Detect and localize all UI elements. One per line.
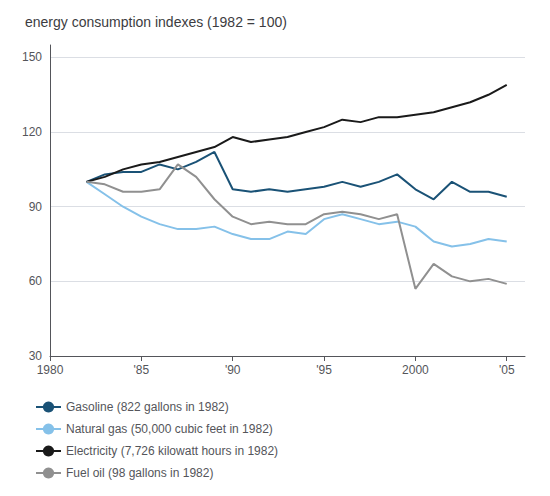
svg-text:90: 90 (29, 200, 43, 214)
svg-text:Electricity (7,726 kilowatt ho: Electricity (7,726 kilowatt hours in 198… (66, 444, 278, 458)
svg-text:'85: '85 (134, 363, 150, 377)
svg-text:Natural gas (50,000 cubic feet: Natural gas (50,000 cubic feet in 1982) (66, 422, 273, 436)
svg-text:Fuel oil (98 gallons in 1982): Fuel oil (98 gallons in 1982) (66, 466, 213, 480)
svg-text:'95: '95 (316, 363, 332, 377)
svg-text:150: 150 (22, 50, 42, 64)
svg-text:energy consumption indexes (19: energy consumption indexes (1982 = 100) (25, 14, 287, 30)
svg-text:60: 60 (29, 274, 43, 288)
svg-text:'90: '90 (225, 363, 241, 377)
svg-text:120: 120 (22, 125, 42, 139)
svg-text:1980: 1980 (37, 363, 64, 377)
svg-text:2000: 2000 (402, 363, 429, 377)
svg-text:'05: '05 (499, 363, 515, 377)
svg-text:30: 30 (29, 349, 43, 363)
svg-text:Gasoline (822 gallons in 1982): Gasoline (822 gallons in 1982) (66, 400, 229, 414)
